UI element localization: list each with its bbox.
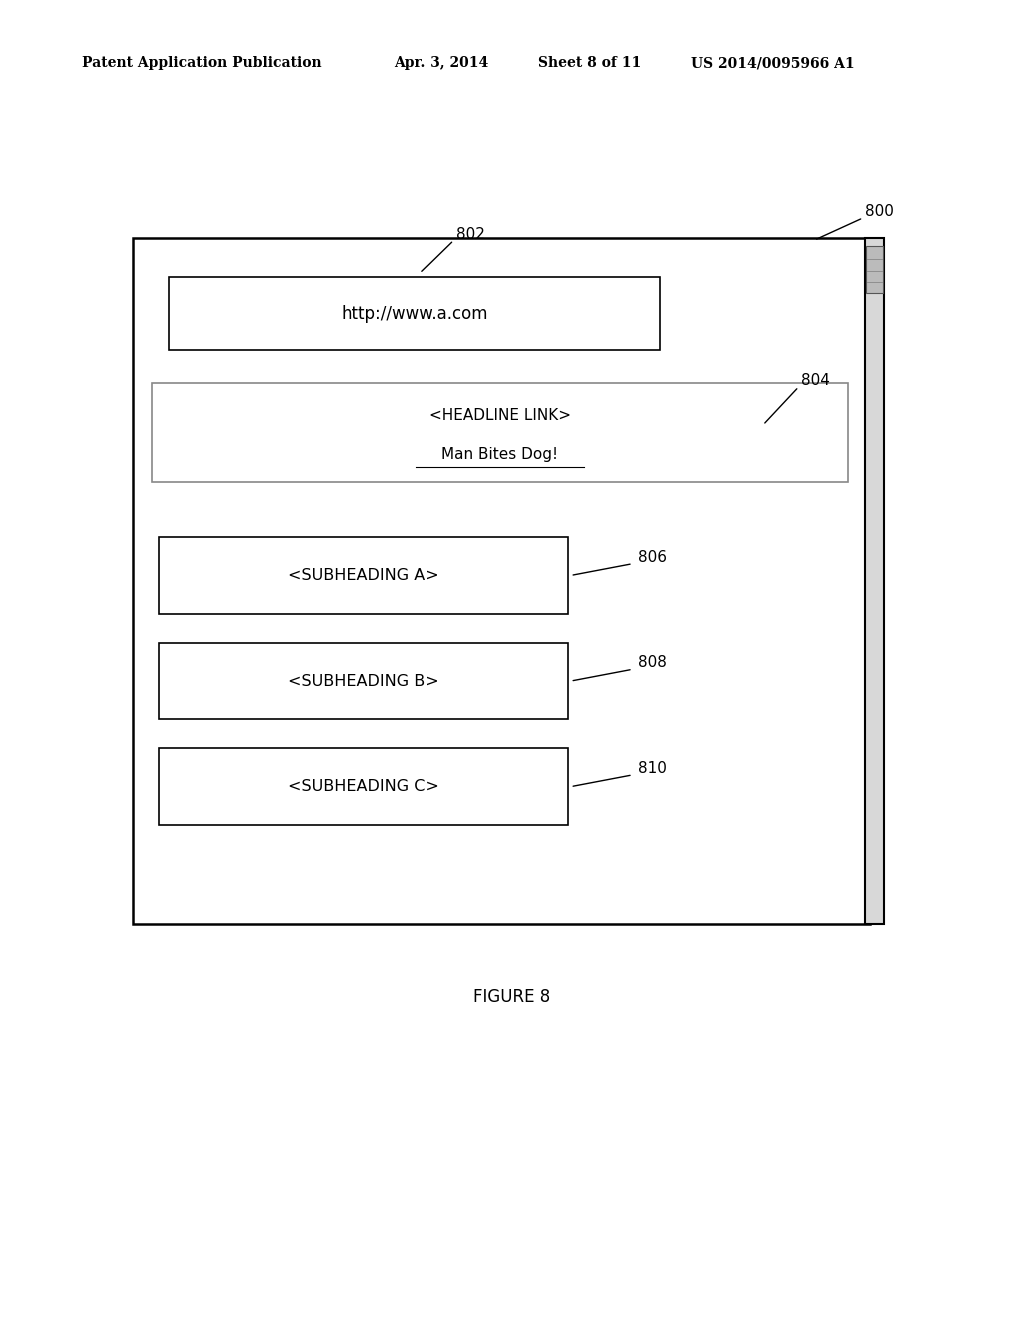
Text: <SUBHEADING C>: <SUBHEADING C> bbox=[288, 779, 439, 795]
Text: Sheet 8 of 11: Sheet 8 of 11 bbox=[538, 57, 641, 70]
Text: Patent Application Publication: Patent Application Publication bbox=[82, 57, 322, 70]
Text: http://www.a.com: http://www.a.com bbox=[341, 305, 488, 322]
Text: FIGURE 8: FIGURE 8 bbox=[473, 987, 551, 1006]
Text: Man Bites Dog!: Man Bites Dog! bbox=[441, 446, 558, 462]
Bar bbox=[169, 277, 660, 350]
Text: <SUBHEADING A>: <SUBHEADING A> bbox=[288, 568, 439, 583]
Text: <SUBHEADING B>: <SUBHEADING B> bbox=[288, 673, 439, 689]
Text: 806: 806 bbox=[638, 549, 667, 565]
Bar bbox=[152, 383, 848, 482]
Bar bbox=[866, 246, 883, 293]
Bar bbox=[159, 748, 568, 825]
Text: Apr. 3, 2014: Apr. 3, 2014 bbox=[394, 57, 488, 70]
Bar bbox=[159, 643, 568, 719]
Bar bbox=[159, 537, 568, 614]
Text: 810: 810 bbox=[638, 760, 667, 776]
Text: 802: 802 bbox=[456, 227, 484, 243]
Text: <HEADLINE LINK>: <HEADLINE LINK> bbox=[429, 408, 570, 422]
Bar bbox=[865, 238, 884, 924]
Text: 800: 800 bbox=[865, 203, 894, 219]
Text: 804: 804 bbox=[801, 372, 829, 388]
Bar bbox=[133, 238, 870, 924]
Text: US 2014/0095966 A1: US 2014/0095966 A1 bbox=[691, 57, 855, 70]
Text: 808: 808 bbox=[638, 655, 667, 671]
